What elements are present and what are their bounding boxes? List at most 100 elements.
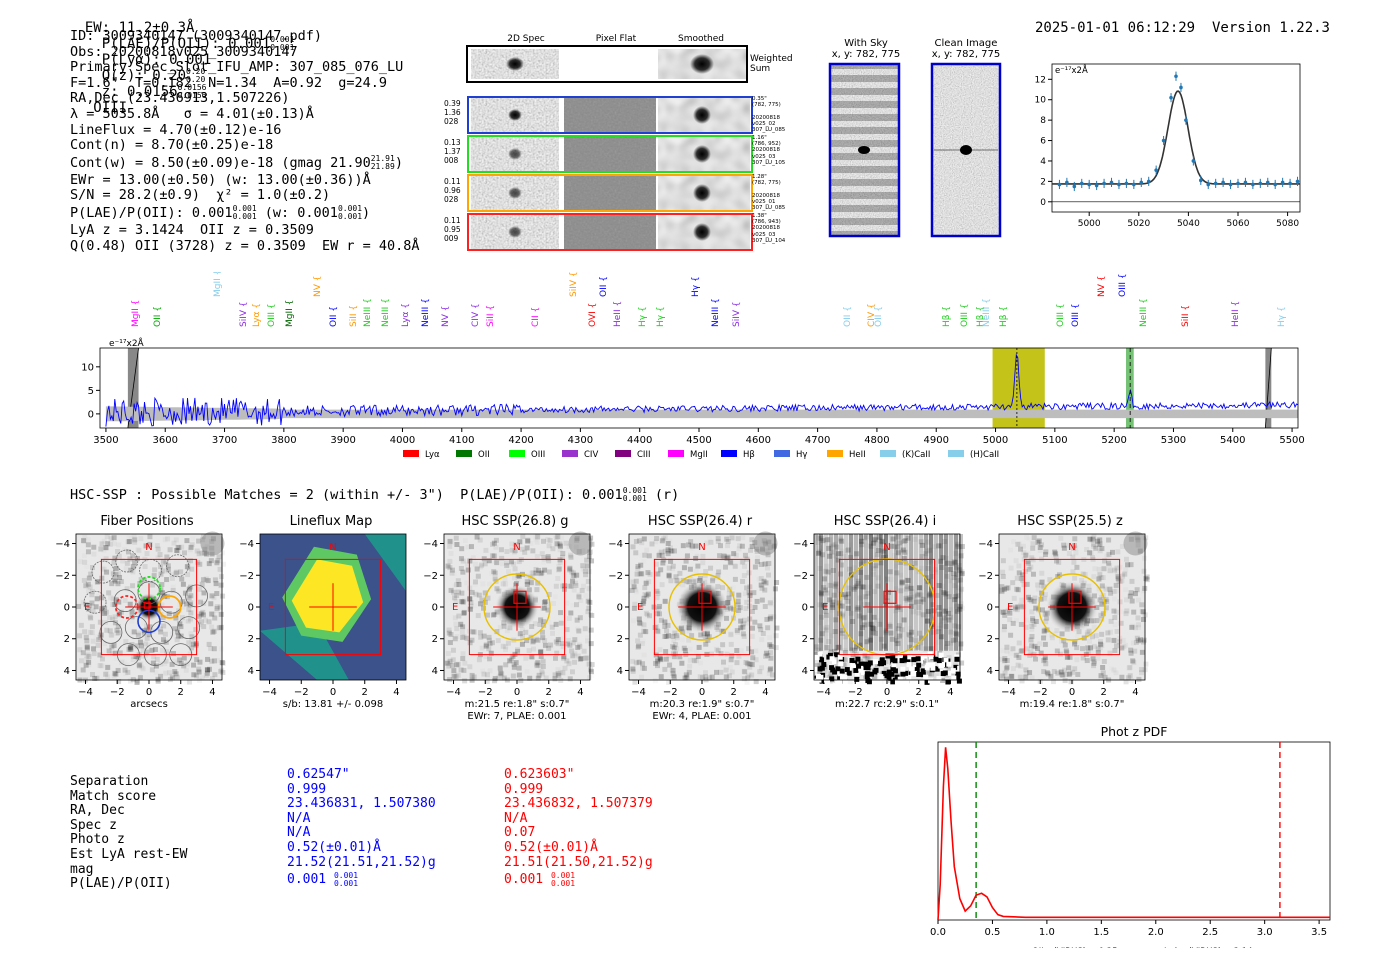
zoom-data-point — [1146, 179, 1151, 184]
cutout-noise — [749, 672, 755, 678]
spec2d-row-meta: 307_LU_104 — [752, 237, 786, 244]
cutout-noise — [215, 558, 221, 564]
cutout-noise — [740, 631, 746, 637]
cutout-noise — [515, 647, 521, 653]
cutout-noise — [855, 578, 861, 584]
line-label: SiIV { — [569, 272, 579, 297]
cutout-noise — [952, 583, 958, 589]
cutout-noise — [999, 589, 1005, 595]
legend-label: (H)CaII — [970, 450, 999, 460]
cutout-noise — [824, 612, 830, 618]
cutout-noise — [180, 599, 186, 605]
cutout-noise — [684, 553, 690, 559]
cutout-noise — [579, 587, 585, 593]
cutout-noise — [901, 538, 907, 544]
cutout-pixel — [946, 661, 952, 667]
cutout-noise — [869, 621, 875, 627]
cutout-noise — [130, 564, 136, 570]
line-label: Hβ { — [976, 306, 986, 327]
cutout-noise — [458, 621, 464, 627]
cutout-noise — [1071, 559, 1077, 565]
cutout-noise — [106, 648, 112, 654]
legend-swatch — [880, 450, 896, 457]
cutout-noise — [654, 570, 660, 576]
cutout-noise — [538, 617, 544, 623]
cutout-noise — [1055, 670, 1061, 676]
cutout-noise — [645, 591, 651, 597]
cutout-noise — [1011, 539, 1016, 544]
line-label-text: CII { — [531, 307, 541, 327]
cutout-pixel — [894, 674, 900, 680]
cutout-noise — [1041, 628, 1047, 634]
cutout-noise — [715, 648, 721, 654]
cutout-noise — [902, 549, 908, 555]
cutout-noise — [1088, 550, 1094, 556]
cutout-pixel — [873, 659, 879, 665]
cutout-noise — [494, 629, 500, 635]
cutout-noise — [736, 607, 742, 613]
cutout-noise — [179, 544, 185, 550]
cutout-pixel — [942, 662, 948, 668]
cutout-noise — [1084, 658, 1090, 664]
cutout-noise — [854, 606, 860, 612]
spec2d-row-value: 009 — [444, 234, 459, 243]
cutout-noise — [81, 537, 87, 543]
panel-x-tick-label: −2 — [478, 687, 493, 698]
zoom-data-point — [1065, 180, 1069, 185]
cutout-noise — [832, 583, 838, 589]
line-label: MgII { — [213, 272, 223, 297]
cutout-pixel — [892, 658, 898, 664]
cutout-noise — [482, 599, 488, 605]
line-label: NV { — [1097, 276, 1107, 297]
cutout-noise — [535, 637, 541, 643]
hsc-panel: HSC SSP(26.4) i N E −4 4 −2 2 0 0 2 −2 4 −4 m:22.7 rc… — [790, 512, 980, 722]
cutout-noise — [540, 538, 546, 544]
cutout-noise — [1023, 552, 1029, 558]
cutout-noise — [665, 540, 671, 546]
cutout-noise — [101, 566, 107, 572]
cutout-noise — [898, 632, 904, 638]
cutout-noise — [1039, 570, 1045, 576]
cutout-noise — [939, 618, 945, 624]
cutout-noise — [194, 548, 200, 554]
cutout-noise — [1032, 595, 1038, 601]
cutout-noise — [1121, 638, 1126, 643]
cutout-noise — [1020, 543, 1026, 549]
cutout-noise — [897, 540, 903, 546]
line-label-text: NV { — [313, 276, 323, 297]
cutout-noise — [1008, 673, 1014, 679]
cutout-noise — [535, 675, 541, 681]
cutout-noise — [582, 568, 588, 574]
cutout-noise — [646, 579, 652, 585]
cutout-noise — [565, 637, 571, 643]
cutout-noise — [927, 591, 933, 597]
cutout-noise — [511, 664, 517, 670]
cutout-noise — [532, 621, 538, 627]
zoom-data-point — [1251, 182, 1255, 187]
cutout-noise — [103, 609, 109, 615]
cutout-noise — [698, 632, 704, 638]
cutout-noise — [1004, 585, 1010, 591]
cutout-noise — [653, 660, 659, 666]
cutout-noise — [455, 578, 461, 584]
cutout-noise — [643, 593, 649, 599]
cutout-noise — [715, 536, 721, 542]
cutout-noise — [740, 621, 746, 627]
cutout-noise — [1131, 641, 1136, 646]
panel-y-tick-label: −4 — [423, 539, 438, 550]
cutout-noise — [1051, 553, 1056, 558]
cutout-noise — [1087, 550, 1093, 556]
line-label: CIV { — [867, 303, 877, 327]
cutout-noise — [718, 651, 724, 657]
cutout-noise — [1108, 618, 1114, 624]
cutout-noise — [1016, 570, 1022, 576]
cutout-noise — [658, 617, 664, 623]
cutout-noise — [758, 582, 764, 588]
cutout-noise — [194, 673, 200, 679]
line-label: NeIII { — [982, 298, 992, 327]
match-red-value: 0.999 — [504, 781, 544, 797]
cutout-noise — [189, 639, 194, 644]
line-label-text: NeIII { — [381, 298, 391, 327]
line-label: OIII { — [267, 303, 277, 327]
cutout-noise — [941, 589, 947, 595]
